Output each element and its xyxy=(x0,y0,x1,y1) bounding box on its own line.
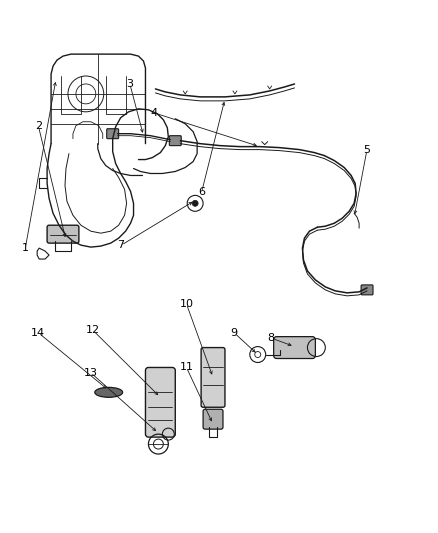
Text: 11: 11 xyxy=(179,362,193,372)
Text: 9: 9 xyxy=(231,328,238,338)
FancyBboxPatch shape xyxy=(274,337,315,359)
Text: 10: 10 xyxy=(179,298,193,309)
Text: 14: 14 xyxy=(32,328,46,338)
Circle shape xyxy=(192,200,198,206)
Text: 3: 3 xyxy=(126,78,133,88)
FancyBboxPatch shape xyxy=(170,136,181,146)
FancyBboxPatch shape xyxy=(47,225,79,243)
Text: 6: 6 xyxy=(198,187,205,197)
Text: 13: 13 xyxy=(84,368,98,377)
Text: 5: 5 xyxy=(364,145,371,155)
Text: 4: 4 xyxy=(150,108,157,118)
Text: 1: 1 xyxy=(22,243,29,253)
Text: 2: 2 xyxy=(35,121,42,131)
FancyBboxPatch shape xyxy=(145,367,175,437)
Text: 8: 8 xyxy=(268,333,275,343)
Ellipse shape xyxy=(95,387,123,397)
Text: 7: 7 xyxy=(117,240,125,251)
FancyBboxPatch shape xyxy=(201,348,225,407)
FancyBboxPatch shape xyxy=(107,129,119,139)
Text: 12: 12 xyxy=(86,325,100,335)
FancyBboxPatch shape xyxy=(203,409,223,429)
FancyBboxPatch shape xyxy=(361,285,373,295)
